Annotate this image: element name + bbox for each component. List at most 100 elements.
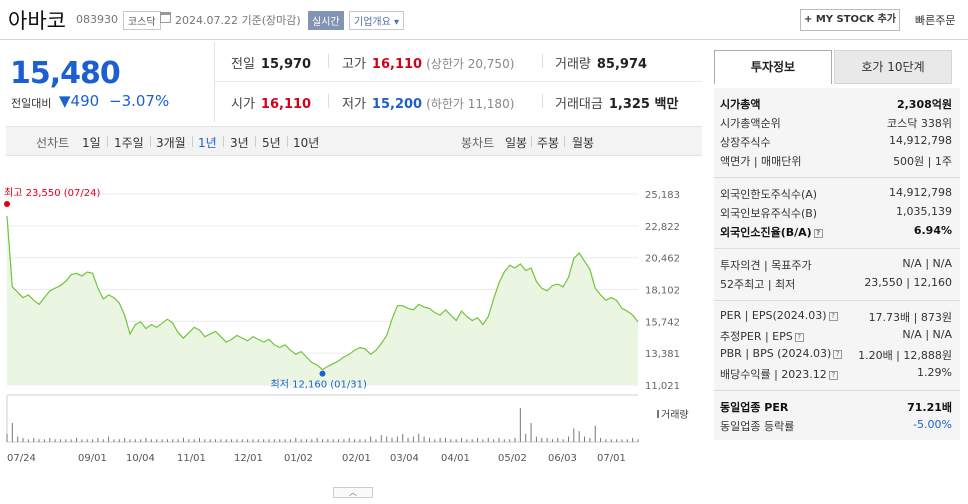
price-line (6, 215, 639, 371)
x-tick-label: 04/01 (441, 453, 470, 464)
info-row-value: 500원 | 1주 (893, 155, 952, 168)
help-icon[interactable]: ? (828, 312, 838, 321)
candle-weekly[interactable]: 주봉 (537, 136, 560, 150)
volume-bar (268, 439, 270, 442)
volume-bar (584, 436, 586, 442)
volume-bar (455, 439, 457, 442)
help-icon[interactable]: ? (813, 229, 823, 238)
volume-bar (509, 439, 511, 442)
period-1w[interactable]: 1주일 (114, 136, 144, 150)
volume-bar (263, 439, 265, 442)
volume-bar (220, 439, 222, 442)
help-icon[interactable]: ? (794, 333, 804, 342)
period-3m[interactable]: 3개월 (156, 136, 186, 150)
help-icon[interactable]: ? (828, 371, 838, 380)
prev-close-label: 전일 (231, 57, 255, 72)
info-row-label: 외국인보유주식수(B) (720, 207, 818, 220)
y-tick-label: 15,742 (645, 317, 680, 328)
volume-bar (70, 439, 72, 442)
info-row-value: 코스닥 338위 (887, 117, 952, 130)
volume-bar (231, 439, 233, 442)
volume-legend-swatch (657, 410, 659, 418)
info-row-value: 2,308억원 (896, 98, 952, 111)
volume-bar (182, 437, 184, 442)
volume-bar (289, 439, 291, 442)
volume-bar (343, 439, 345, 442)
x-tick-label: 07/24 (7, 453, 36, 464)
volume-bar (605, 439, 607, 442)
help-icon[interactable]: ? (833, 350, 843, 359)
volume-bar (284, 439, 286, 442)
volume-bar (161, 439, 163, 442)
info-tabs: 투자정보 호가 10단계 (714, 50, 960, 86)
info-row-label: PER | EPS(2024.03)? (720, 309, 838, 322)
candle-daily[interactable]: 일봉 (505, 136, 528, 150)
high-value: 16,110 (371, 57, 423, 72)
x-tick-label: 07/01 (597, 453, 626, 464)
price-chart[interactable]: 25,183 22,822 20,462 18,102 15,742 13,381 11,0… (0, 156, 702, 500)
info-row-value: 71.21배 (907, 401, 952, 414)
volume-bar (402, 433, 404, 442)
volume-bar (535, 436, 537, 442)
volume-bar (305, 439, 307, 442)
volume-bar (466, 439, 468, 442)
tab-investment-info[interactable]: 투자정보 (714, 50, 832, 84)
prev-close-value: 15,970 (260, 57, 312, 72)
period-3y[interactable]: 3년 (230, 136, 249, 150)
volume-bar (215, 439, 217, 442)
volume-bar (621, 439, 623, 442)
volume-bar (43, 439, 45, 442)
info-divider (714, 300, 960, 301)
down-triangle-icon: ▼ (59, 92, 71, 110)
open-label: 시가 (231, 97, 255, 112)
volume-bar (557, 437, 559, 442)
volume-bar (386, 436, 388, 442)
realtime-badge[interactable]: 실시간 (308, 11, 344, 30)
volume-bar (54, 439, 56, 442)
info-row: 외국인한도주식수(A) 14,912,798 (720, 186, 952, 204)
candle-chart-label: 봉차트 (461, 136, 495, 150)
info-row: 외국인소진율(B/A)? 6.94% (720, 224, 952, 242)
volume: 거래량 85,974 (555, 53, 647, 72)
period-5y[interactable]: 5년 (262, 136, 281, 150)
change-amount: 490 (70, 92, 100, 110)
info-row-label: 외국인소진율(B/A)? (720, 224, 823, 240)
volume-bar (519, 408, 521, 442)
volume-bar (108, 436, 110, 442)
lower-limit: (하한가 11,180) (426, 97, 515, 111)
info-row-value: 1.29% (917, 366, 952, 379)
volume-bar (92, 439, 94, 442)
volume-bar (129, 439, 131, 442)
volume-bar (375, 439, 377, 442)
period-10y[interactable]: 10년 (293, 136, 320, 150)
candle-monthly[interactable]: 월봉 (572, 136, 595, 150)
volume-bar (632, 437, 634, 442)
open-value: 16,110 (260, 97, 312, 112)
divider (150, 136, 151, 147)
volume-bar (150, 439, 152, 442)
my-stock-add-button[interactable]: + MY STOCK 추가 (800, 9, 900, 31)
period-1d[interactable]: 1일 (82, 136, 101, 150)
quick-order-button[interactable]: 빠른주문 (915, 14, 956, 27)
volume-bar (81, 439, 83, 442)
current-price-panel: 15,480 전일대비 ▼490 −3.07% (6, 42, 214, 122)
volume-bar (241, 439, 243, 442)
volume-bar (188, 439, 190, 442)
volume-bar (498, 437, 500, 442)
y-tick-label: 20,462 (645, 254, 680, 265)
period-1y[interactable]: 1년 (198, 136, 217, 150)
volume-legend-label: 거래량 (661, 409, 689, 421)
open-price: 시가 16,110 (231, 93, 311, 112)
company-outline-dropdown[interactable]: 기업개요 ▾ (349, 11, 405, 30)
expand-chart-button[interactable]: ︿ (333, 487, 373, 498)
high-label: 고가 (342, 57, 366, 72)
volume-bar (113, 439, 115, 442)
volume-bar (503, 439, 505, 442)
volume-bar (600, 437, 602, 442)
info-row-label: 배당수익률 | 2023.12? (720, 366, 838, 382)
divider (328, 94, 329, 108)
volume-bar (514, 437, 516, 442)
tab-order-book[interactable]: 호가 10단계 (834, 50, 952, 84)
volume-bar (530, 422, 532, 442)
low-label: 저가 (342, 97, 366, 112)
